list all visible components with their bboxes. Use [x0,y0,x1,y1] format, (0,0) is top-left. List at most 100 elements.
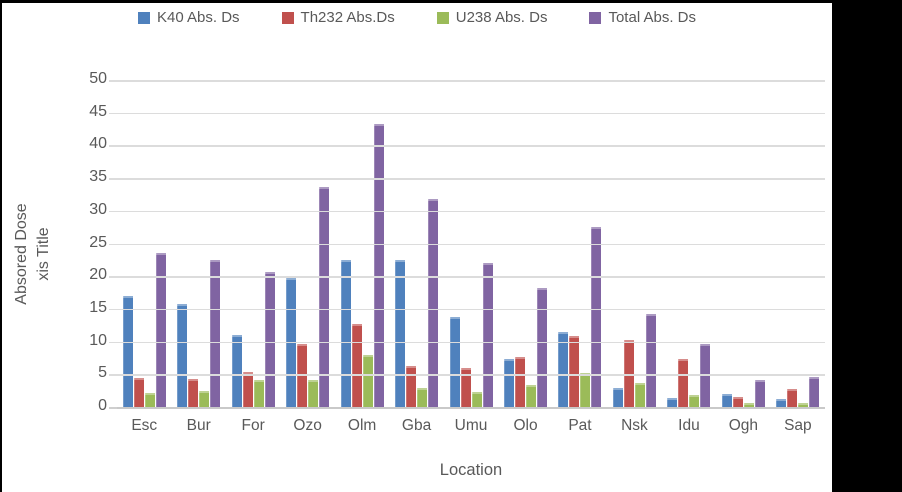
bar-k40-ogh [721,393,732,407]
x-tick-label-sap: Sap [784,417,812,434]
bar-th232-ogh [732,397,743,407]
bar-total-ogh [754,379,765,407]
legend-label: Total Abs. Ds [608,9,697,26]
legend-label: Th232 Abs.Ds [300,9,395,26]
bar-k40-pat [558,332,569,407]
legend-marker-icon [436,11,449,24]
x-tick-label-olo: Olo [513,417,538,434]
gridline-30 [109,210,825,213]
bar-group-bur [171,80,225,407]
y-axis-tick-labels: 0 5 10 15 20 25 30 35 40 45 50 [62,70,107,414]
legend-item-1: Th232 Abs.Ds [281,9,395,26]
bar-group-for [226,80,280,407]
bar-k40-bur [177,304,188,407]
bar-th232-gba [406,365,417,407]
bar-k40-umu [449,316,460,407]
y-axis-title-line-1: Absored Dose [13,203,30,305]
bar-total-sap [809,376,820,407]
gridline-5 [109,374,825,376]
gridline-25 [109,243,825,245]
gridline-20 [109,276,825,278]
bar-th232-esc [133,378,144,407]
chart-legend: K40 Abs. Ds Th232 Abs.Ds U238 Abs. Ds Total… [2,9,832,26]
bar-th232-sap [787,389,798,407]
x-tick-label-nsk: Nsk [621,417,648,434]
plot-area [109,80,825,409]
bar-u238-idu [689,394,700,407]
bar-th232-bur [188,378,199,407]
gridline-10 [109,341,825,344]
x-tick-label-esc: Esc [131,417,158,434]
y-tick-label-25: 25 [89,233,107,251]
bar-k40-gba [395,259,406,407]
bar-k40-sap [776,398,787,407]
gridline-45 [109,112,825,115]
bar-k40-olo [504,359,515,407]
tick-stub-0 [109,407,117,409]
bar-u238-olm [362,355,373,407]
gridline-15 [109,308,825,311]
legend-marker-icon [589,11,602,24]
gridline-50 [109,80,825,82]
bar-group-gba [389,80,443,407]
y-tick-label-50: 50 [89,70,107,87]
bar-group-olm [335,80,389,407]
y-axis-title: Absored Dose xis Title [11,154,57,354]
y-tick-label-5: 5 [98,364,107,382]
gridline-40 [109,145,825,147]
x-axis-tick-labels: Esc Bur For Ozo Olm Gba Umu Olo Pat Nsk Idu Ogh Sap [117,417,825,435]
bar-u238-pat [580,373,591,407]
bar-u238-ozo [308,379,319,407]
bar-u238-olo [526,385,537,407]
bar-total-for [264,272,275,407]
bar-group-pat [553,80,607,407]
bar-total-nsk [645,313,656,407]
x-tick-label-pat: Pat [568,417,592,434]
bar-total-gba [428,199,439,407]
bar-total-bur [210,259,221,407]
bar-total-umu [482,262,493,407]
bar-u238-bur [199,390,210,407]
bar-group-umu [444,80,498,407]
bar-group-ogh [716,80,770,407]
bar-total-olo [537,288,548,407]
bar-chart[interactable]: K40 Abs. Ds Th232 Abs.Ds U238 Abs. Ds Total… [2,3,832,492]
bar-th232-olo [515,357,526,407]
bar-th232-pat [569,335,580,407]
bar-u238-for [253,379,264,407]
bar-u238-esc [144,392,155,407]
y-tick-label-35: 35 [89,168,107,186]
y-tick-label-45: 45 [89,102,107,120]
x-tick-label-ogh: Ogh [728,417,759,434]
bar-k40-for [231,335,242,407]
y-tick-label-15: 15 [89,298,107,316]
y-tick-label-10: 10 [89,331,107,349]
bar-th232-umu [460,368,471,407]
legend-marker-icon [281,11,294,24]
x-tick-label-gba: Gba [401,417,432,434]
bar-total-pat [591,227,602,407]
x-tick-label-for: For [241,417,265,434]
bar-u238-sap [798,403,809,407]
bar-u238-gba [417,388,428,407]
y-tick-label-20: 20 [89,266,107,284]
bar-th232-for [242,372,253,407]
gridline-35 [109,178,825,180]
bar-th232-idu [678,358,689,407]
legend-marker-icon [137,11,150,24]
bar-total-olm [373,123,384,407]
bar-k40-olm [340,259,351,407]
bar-u238-ogh [743,403,754,407]
bar-group-sap [771,80,825,407]
legend-item-3: Total Abs. Ds [589,9,696,26]
bar-th232-nsk [623,339,634,407]
y-axis-title-line-2: xis Title [35,227,53,281]
y-tick-label-40: 40 [89,135,107,153]
bar-group-nsk [607,80,661,407]
bar-k40-idu [667,397,678,407]
bar-total-esc [155,252,166,407]
x-tick-label-ozo: Ozo [293,417,322,434]
y-tick-label-30: 30 [89,200,107,218]
bar-u238-umu [471,392,482,407]
legend-label: U238 Abs. Ds [455,9,548,26]
